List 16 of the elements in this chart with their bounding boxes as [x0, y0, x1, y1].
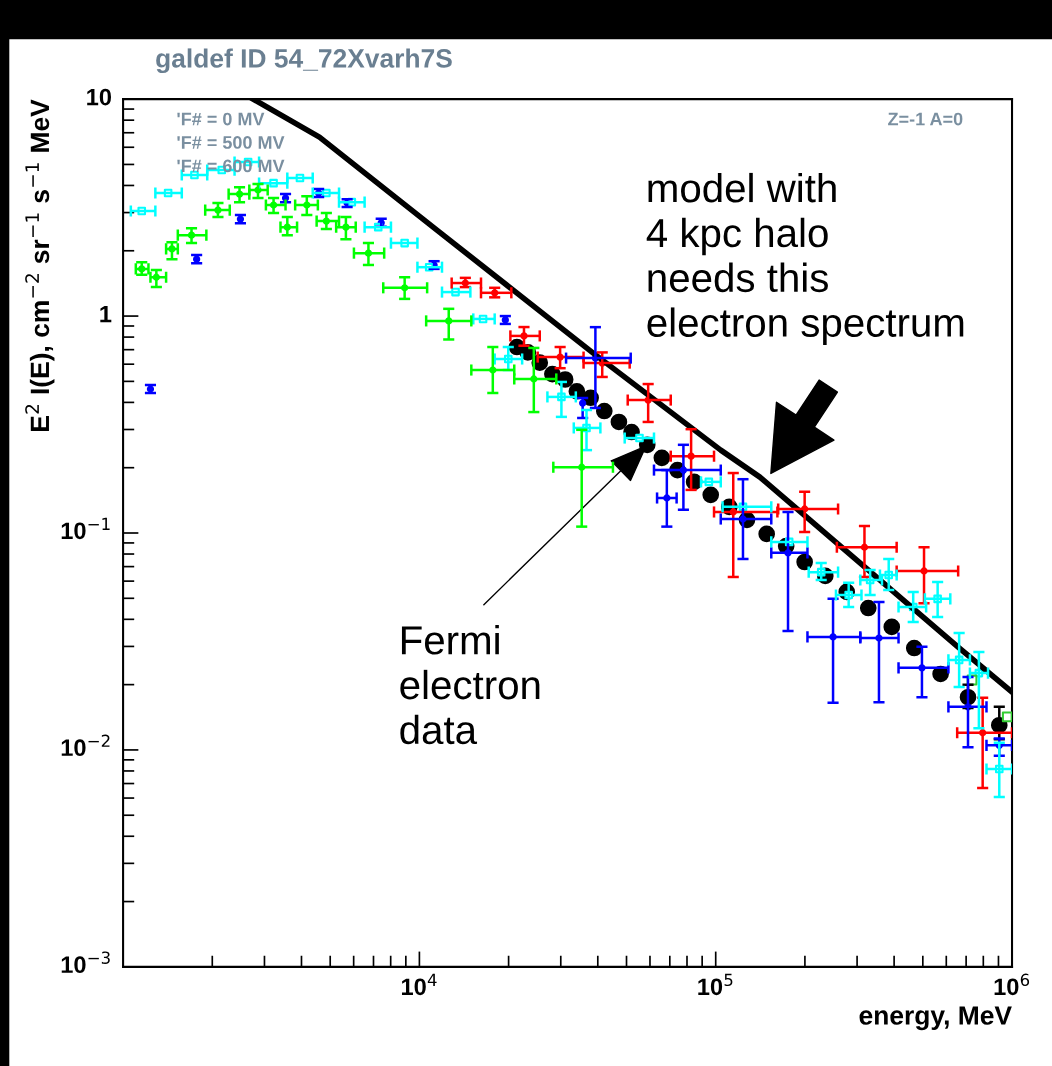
x-tick-label: 10$^{6}$ — [994, 973, 1030, 996]
annotation: Z=-1 A=0 — [888, 112, 963, 126]
y-tick-label: 1 — [100, 305, 112, 323]
annotation: Fermi electron data — [400, 624, 540, 745]
y-tick-label: 10 — [87, 88, 112, 106]
annotation: 'F# = 0 MV — [177, 112, 265, 126]
annotation: 'F# = 500 MV — [177, 136, 285, 149]
text: E$^{2}$ I(E), cm$^{−2}$ sr$^{−1}$ s$^{−1}$ MeV — [25, 99, 55, 431]
y-tick-label: 10$^{−2}$ — [61, 734, 110, 757]
x-tick-label: 10$^{4}$ — [402, 973, 437, 996]
y-tick-label: 10$^{−3}$ — [61, 951, 110, 974]
x-axis-title: energy, MeV — [859, 1006, 1012, 1031]
chart-title: galdef ID 54_72Xvarh7S — [156, 48, 452, 74]
annotation: model with 4 kpc halo needs this electron spectrum — [646, 172, 964, 345]
x-tick-label: 10$^{5}$ — [698, 973, 733, 996]
y-tick-label: 10$^{−1}$ — [61, 517, 110, 540]
